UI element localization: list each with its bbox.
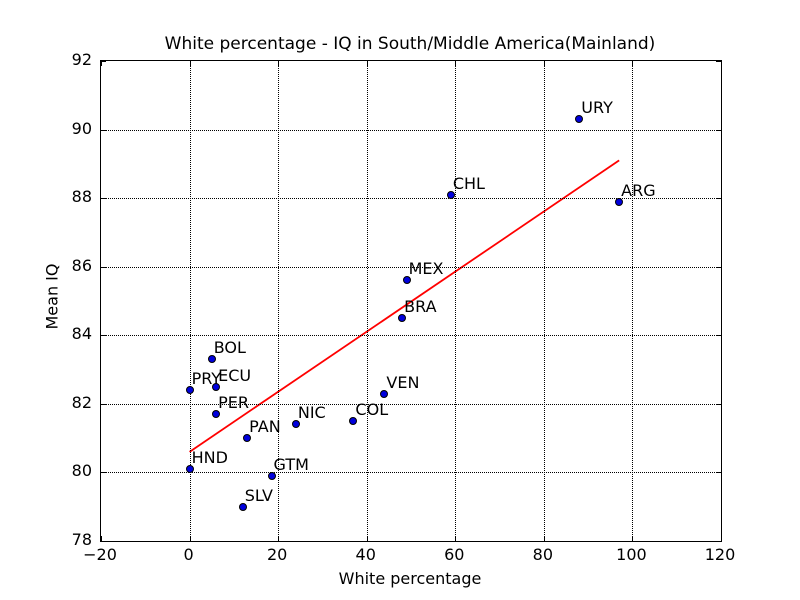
point-label-URY: URY (581, 98, 613, 118)
data-point-HND (185, 465, 194, 473)
y-gridline (101, 335, 721, 337)
x-tick (721, 61, 722, 66)
data-point-ARG (615, 197, 624, 206)
point-label-ARG: ARG (621, 180, 656, 200)
point-label-ECU: ECU (218, 365, 252, 385)
x-tick (189, 61, 191, 66)
y-tick (716, 335, 721, 337)
y-tick (101, 266, 106, 268)
data-point-COL (349, 417, 358, 425)
point-label-NIC: NIC (297, 403, 326, 423)
x-tick-label: 120 (704, 545, 736, 564)
x-tick-label: 100 (616, 545, 647, 564)
x-tick (543, 61, 545, 66)
data-point-ECU (212, 382, 221, 391)
y-tick-label: 86 (71, 255, 92, 275)
data-point-SLV (238, 502, 247, 511)
y-tick-label: 80 (71, 461, 92, 481)
data-point-PRY (185, 386, 194, 395)
y-tick-label: 88 (71, 187, 92, 207)
x-tick (101, 536, 102, 541)
trend-line (189, 159, 620, 453)
data-point-BOL (207, 355, 216, 364)
point-label-MEX: MEX (408, 259, 444, 279)
y-gridline (101, 472, 721, 474)
y-tick (716, 472, 721, 474)
point-label-PER: PER (218, 393, 250, 413)
x-gridline (366, 61, 368, 541)
x-tick (366, 536, 368, 541)
point-label-PRY: PRY (191, 369, 222, 389)
point-label-HND: HND (191, 448, 228, 467)
chart-title: White percentage - IQ in South/Middle Am… (164, 34, 656, 54)
x-axis-label: White percentage (338, 569, 482, 588)
y-tick (716, 541, 721, 542)
x-tick (721, 536, 722, 541)
x-tick (632, 61, 634, 66)
y-tick (101, 129, 106, 131)
x-tick (543, 536, 545, 541)
x-tick (278, 536, 280, 541)
x-tick-label: −20 (83, 545, 117, 564)
data-point-BRA (398, 314, 407, 323)
y-tick-label: 82 (71, 392, 92, 412)
point-label-BOL: BOL (213, 338, 246, 358)
x-tick (632, 536, 634, 541)
x-tick (366, 61, 368, 66)
data-point-GTM (267, 471, 276, 480)
x-gridline (278, 61, 280, 541)
data-point-URY (575, 115, 584, 124)
x-gridline (189, 61, 191, 541)
data-point-PAN (243, 434, 252, 443)
y-tick (101, 61, 106, 62)
x-tick (189, 536, 191, 541)
x-gridline (543, 61, 545, 541)
y-tick-label: 78 (71, 530, 92, 549)
y-tick-label: 92 (71, 50, 92, 69)
y-tick (716, 129, 721, 131)
x-tick-label: 60 (444, 545, 465, 564)
x-tick (101, 61, 102, 66)
x-tick-label: 80 (532, 545, 554, 564)
trend-line-layer (189, 159, 620, 453)
x-gridline (632, 61, 634, 541)
point-label-COL: COL (355, 400, 389, 419)
data-point-MEX (402, 276, 411, 285)
x-tick (455, 61, 457, 66)
point-label-BRA: BRA (404, 297, 437, 317)
y-tick (101, 403, 106, 405)
y-tick-label: 84 (71, 324, 92, 344)
point-label-SLV: SLV (244, 485, 273, 505)
point-label-CHL: CHL (452, 173, 485, 193)
point-label-GTM: GTM (273, 454, 309, 474)
y-gridline (101, 198, 721, 200)
plot-area: URY ARG CHL MEX BRA VEN COL NIC GTM PAN SLV ECU PER B… (100, 60, 722, 542)
data-point-CHL (446, 190, 455, 199)
data-point-VEN (380, 389, 389, 398)
x-tick-label: 40 (355, 545, 376, 564)
x-gridline (455, 61, 457, 541)
y-gridline (101, 129, 721, 131)
y-tick (101, 541, 106, 542)
data-point-PER (212, 410, 221, 419)
y-gridline (101, 266, 721, 268)
y-tick (716, 198, 721, 200)
y-tick-label: 90 (71, 118, 92, 138)
y-gridline (101, 403, 721, 405)
x-tick (278, 61, 280, 66)
y-tick (716, 403, 721, 405)
y-tick (716, 266, 721, 268)
y-tick (101, 335, 106, 337)
point-label-VEN: VEN (386, 372, 420, 392)
x-tick (455, 536, 457, 541)
y-tick (101, 472, 106, 474)
point-label-PAN: PAN (249, 417, 281, 437)
data-point-NIC (291, 420, 300, 429)
y-tick (716, 61, 721, 62)
y-tick (101, 198, 106, 200)
x-tick-label: 0 (183, 545, 194, 564)
x-tick-label: 20 (266, 545, 288, 564)
